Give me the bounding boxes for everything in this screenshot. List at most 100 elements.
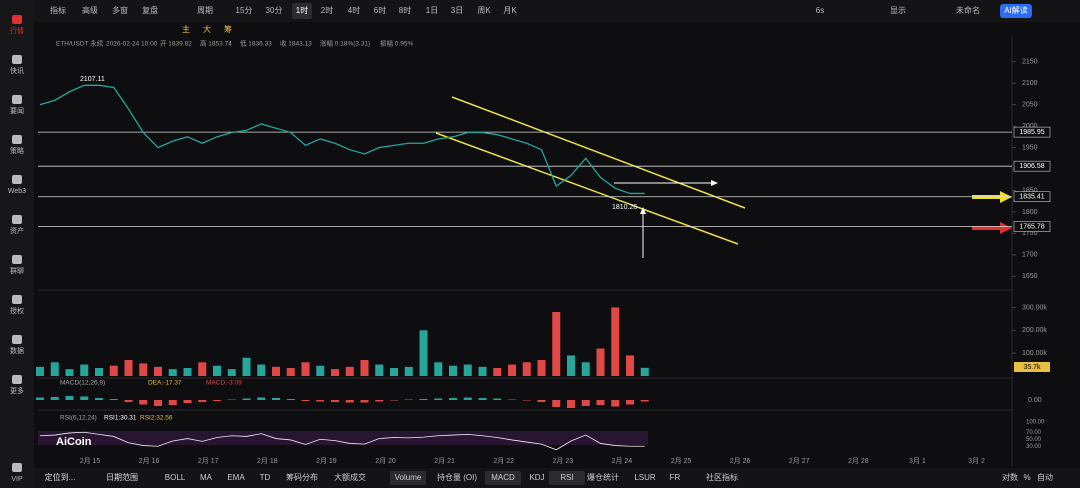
- volume-bar: [183, 368, 192, 376]
- toolbar-item[interactable]: 30分: [266, 6, 283, 15]
- sidebar-label[interactable]: Web3: [8, 188, 26, 195]
- toolbar-item[interactable]: 月K: [503, 6, 517, 15]
- volume-bar: [552, 312, 561, 376]
- macd-bar: [198, 400, 207, 402]
- macd-bar: [95, 398, 103, 400]
- indicator-item[interactable]: 爆仓统计: [587, 472, 619, 482]
- toolbar-item[interactable]: 指标: [50, 5, 66, 15]
- volume-bar: [213, 365, 221, 376]
- volume-last: 35.7k: [1023, 364, 1041, 371]
- sidebar-icon[interactable]: [12, 215, 22, 224]
- indicator-item[interactable]: KDJ: [529, 473, 544, 482]
- draw-tool[interactable]: 筹: [224, 24, 232, 34]
- sidebar-label[interactable]: 群聊: [10, 266, 24, 275]
- macd-bar: [493, 398, 502, 400]
- macd-bar: [390, 400, 398, 401]
- macd-label: MACD:-3.09: [206, 380, 242, 387]
- axis-option[interactable]: 自动: [1037, 472, 1053, 482]
- toolbar-item[interactable]: 周K: [477, 6, 491, 15]
- indicator-item[interactable]: Volume: [395, 473, 422, 482]
- sidebar-icon[interactable]: [12, 255, 22, 264]
- indicator-item[interactable]: 持仓量 (OI): [437, 472, 477, 482]
- toolbar-item[interactable]: 复盘: [142, 5, 158, 15]
- axis-option[interactable]: 对数: [1002, 472, 1018, 482]
- sidebar-label[interactable]: 要闻: [10, 106, 24, 115]
- indicator-item[interactable]: FR: [670, 473, 681, 482]
- x-tick-label: 2月 28: [848, 457, 869, 465]
- toolbar-item[interactable]: 周期: [197, 6, 213, 15]
- toolbar-right[interactable]: AI解读: [1004, 5, 1028, 15]
- toolbar-item[interactable]: 4时: [348, 5, 360, 15]
- toolbar-item[interactable]: 1时: [296, 5, 308, 15]
- indicator-item[interactable]: 社区指标: [706, 472, 738, 482]
- active-indicator[interactable]: [485, 471, 521, 485]
- axis-option[interactable]: %: [1023, 473, 1030, 482]
- sidebar-icon[interactable]: [12, 175, 22, 184]
- indicator-item[interactable]: RSI: [560, 473, 573, 482]
- info-text: 涨幅 0.18%(3.31): [320, 39, 370, 48]
- sidebar-label[interactable]: 快讯: [10, 66, 24, 75]
- toolbar-item[interactable]: 6时: [374, 5, 386, 15]
- ai-button[interactable]: [1000, 4, 1032, 18]
- volume-bar: [36, 366, 44, 376]
- toolbar-item[interactable]: 高级: [82, 5, 98, 15]
- toolbar-item[interactable]: 8时: [399, 5, 411, 15]
- x-tick-label: 2月 17: [198, 457, 219, 465]
- toolbar-item[interactable]: 15分: [236, 6, 253, 15]
- indicator-item[interactable]: TD: [260, 473, 271, 482]
- draw-tool[interactable]: 主: [182, 24, 190, 34]
- toolbar-item[interactable]: 3日: [451, 6, 463, 15]
- toolbar-right[interactable]: 显示: [890, 6, 906, 15]
- sidebar-label[interactable]: 资产: [10, 226, 24, 235]
- sidebar-icon[interactable]: [12, 335, 22, 344]
- macd-bar: [552, 400, 561, 407]
- volume-bar: [50, 362, 59, 376]
- volume-bar: [640, 367, 649, 376]
- toolbar-right[interactable]: 未命名: [956, 5, 980, 15]
- sidebar-label[interactable]: 策略: [10, 146, 24, 155]
- volume-bar: [198, 362, 207, 376]
- toolbar-item[interactable]: 1日: [426, 6, 438, 15]
- sidebar-icon[interactable]: [12, 295, 22, 304]
- active-indicator[interactable]: [390, 471, 426, 485]
- sidebar-icon[interactable]: [12, 135, 22, 144]
- sidebar-label[interactable]: 授权: [10, 306, 24, 315]
- indicator-item[interactable]: EMA: [227, 473, 245, 482]
- bottom-left[interactable]: 日期范围: [106, 472, 138, 482]
- sidebar-label[interactable]: 更多: [10, 386, 24, 395]
- sidebar-icon[interactable]: [12, 15, 22, 24]
- indicator-item[interactable]: LSUR: [634, 473, 656, 482]
- macd-bar: [36, 397, 44, 400]
- active-indicator[interactable]: [549, 471, 585, 485]
- volume-bar: [257, 364, 266, 376]
- toolbar-item[interactable]: 2时: [321, 5, 333, 15]
- volume-bar: [567, 355, 575, 376]
- volume-bar: [345, 366, 354, 376]
- rsi-label: RSI(6,12,24): [60, 415, 97, 422]
- volume-bar: [419, 330, 428, 376]
- toolbar-item[interactable]: 多窗: [112, 5, 128, 15]
- sidebar-icon[interactable]: [12, 95, 22, 104]
- macd-bar: [611, 400, 620, 407]
- high-label: 2107.11: [80, 76, 105, 83]
- indicator-item[interactable]: MA: [200, 473, 213, 482]
- bottom-left[interactable]: 定位到...: [45, 472, 76, 482]
- indicator-item[interactable]: BOLL: [165, 473, 186, 482]
- sidebar-label[interactable]: 行情: [10, 26, 24, 35]
- volume-bar: [331, 369, 339, 376]
- indicator-item[interactable]: 筹码分布: [286, 472, 318, 482]
- rsi-label: RSI1:30.31: [104, 415, 137, 422]
- sidebar-icon[interactable]: [12, 55, 22, 64]
- y-tick-label: 1700: [1022, 252, 1038, 259]
- indicator-item[interactable]: MACD: [491, 473, 515, 482]
- toolbar-right[interactable]: 6s: [816, 6, 824, 15]
- sidebar-label[interactable]: 数据: [10, 346, 24, 355]
- sidebar-icon[interactable]: [12, 463, 22, 472]
- macd-bar: [65, 396, 74, 400]
- volume-bar: [449, 365, 457, 376]
- volume-bar: [301, 362, 310, 376]
- indicator-item[interactable]: 大额成交: [334, 472, 366, 482]
- sidebar-icon[interactable]: [12, 375, 22, 384]
- sidebar-label[interactable]: VIP: [11, 476, 23, 483]
- draw-tool[interactable]: 大: [203, 24, 211, 34]
